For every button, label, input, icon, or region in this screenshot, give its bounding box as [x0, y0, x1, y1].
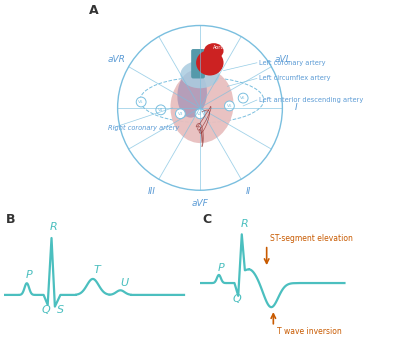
Circle shape: [176, 109, 185, 119]
Text: Left circumflex artery: Left circumflex artery: [259, 76, 330, 81]
Text: C: C: [202, 213, 211, 226]
Text: V6: V6: [240, 96, 246, 100]
Text: P: P: [26, 270, 32, 280]
Text: ST-segment elevation: ST-segment elevation: [270, 235, 353, 244]
Text: P: P: [218, 263, 224, 273]
Circle shape: [136, 97, 146, 107]
Text: V2: V2: [197, 112, 203, 116]
Text: Q: Q: [232, 294, 241, 304]
Text: II: II: [246, 187, 251, 196]
Text: III: III: [148, 187, 156, 196]
Text: T: T: [93, 265, 100, 275]
Text: R: R: [50, 222, 58, 232]
Text: Right coronary artery: Right coronary artery: [108, 125, 179, 130]
Text: V3: V3: [178, 112, 183, 116]
Text: aVF: aVF: [192, 199, 208, 208]
Text: V4: V4: [158, 108, 164, 112]
Text: aVR: aVR: [108, 55, 126, 64]
Text: aVL: aVL: [275, 55, 292, 64]
Text: S: S: [57, 305, 64, 315]
Text: T wave inversion: T wave inversion: [277, 327, 342, 336]
Ellipse shape: [177, 71, 207, 118]
Text: V5: V5: [138, 100, 144, 104]
Ellipse shape: [204, 43, 224, 59]
Circle shape: [156, 105, 166, 115]
Text: I: I: [295, 103, 298, 112]
Ellipse shape: [196, 50, 224, 76]
Ellipse shape: [180, 61, 220, 88]
Text: A: A: [89, 4, 99, 17]
Circle shape: [238, 93, 248, 103]
Text: V5: V5: [227, 104, 232, 108]
Text: Left anterior descending artery: Left anterior descending artery: [259, 97, 363, 103]
Circle shape: [224, 101, 234, 111]
Ellipse shape: [170, 69, 234, 143]
Text: U: U: [120, 278, 128, 288]
Text: B: B: [6, 213, 16, 226]
FancyBboxPatch shape: [191, 49, 205, 78]
Text: Q: Q: [42, 305, 50, 315]
Text: Aorta: Aorta: [213, 45, 226, 49]
Circle shape: [195, 109, 205, 119]
Text: R: R: [240, 219, 248, 229]
Text: Left coronary artery: Left coronary artery: [259, 60, 325, 66]
